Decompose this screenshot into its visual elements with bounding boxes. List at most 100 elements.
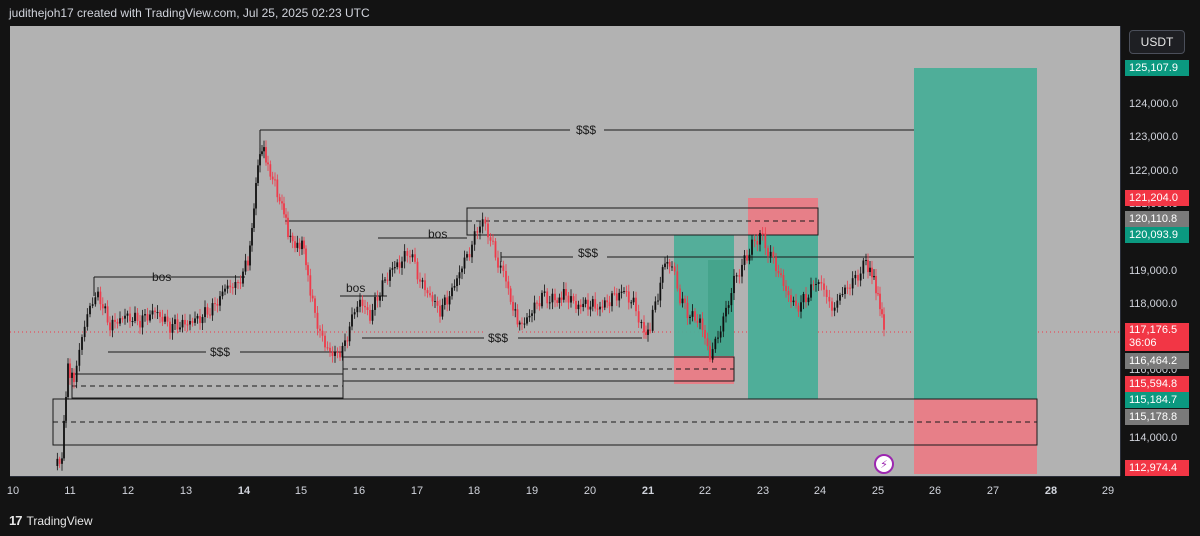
candle-body — [221, 291, 224, 297]
candle-body — [109, 322, 111, 331]
candle-body — [666, 261, 669, 264]
currency-button[interactable]: USDT — [1129, 30, 1185, 54]
candle-body — [401, 261, 403, 268]
candle-body — [623, 291, 625, 293]
candle-body — [119, 318, 121, 324]
candle-body — [635, 297, 637, 312]
candle-body — [204, 307, 206, 318]
tradingview-logo-icon: 17 — [9, 513, 23, 528]
candle-body — [596, 308, 599, 310]
candle-body — [226, 285, 229, 289]
liquidity-label-top: $$$ — [576, 123, 596, 137]
bos-label-mid: bos — [346, 281, 365, 295]
candle-body — [426, 290, 429, 294]
candle-body — [421, 280, 424, 282]
candle-body — [253, 208, 255, 228]
candle-body — [371, 309, 374, 321]
candle-body — [151, 310, 154, 315]
candle-body — [671, 266, 673, 268]
candle-body — [512, 301, 514, 311]
candle-body — [269, 164, 272, 177]
candle-body — [575, 300, 577, 310]
candle-body — [514, 309, 517, 311]
price-tick: 123,000.0 — [1129, 131, 1178, 143]
chart-plot-area[interactable]: bos bos bos $$$ $$$ $$$ $$$ ⚡ — [10, 26, 1120, 476]
time-label: 29 — [1101, 485, 1115, 497]
candle-body — [875, 275, 877, 294]
candle-body — [883, 314, 885, 330]
time-axis[interactable]: 10 11 12 13 14 15 16 17 18 19 20 21 22 2… — [6, 476, 1120, 505]
candle-body — [746, 255, 748, 261]
lightning-icon[interactable]: ⚡ — [874, 454, 894, 474]
candle-body — [309, 275, 312, 296]
candle-body — [601, 306, 604, 308]
candle-body — [689, 316, 691, 318]
candle-body — [727, 305, 730, 308]
price-badge-level: 115,178.8 — [1125, 409, 1189, 425]
candle-body — [820, 282, 823, 284]
candle-body — [283, 203, 285, 215]
candle-body — [582, 303, 585, 308]
candle-body — [346, 340, 349, 342]
candle-body — [684, 298, 686, 303]
candle-body — [114, 319, 116, 322]
candle-body — [679, 288, 681, 304]
candle-body — [271, 176, 274, 180]
candle-body — [844, 287, 846, 295]
candle-body — [468, 254, 471, 258]
candle-body — [613, 293, 616, 295]
time-label: 24 — [813, 485, 827, 497]
candle-body — [823, 283, 825, 290]
candle-body — [104, 306, 107, 309]
price-axis[interactable]: USDT 124,000.0 123,000.0 122,000.0 121,0… — [1120, 26, 1200, 476]
candle-body — [735, 275, 738, 277]
candle-body — [657, 300, 659, 302]
candle-body — [627, 291, 630, 303]
candle-body — [643, 322, 645, 333]
candle-body — [719, 331, 722, 338]
candle-body — [518, 322, 521, 325]
candle-body — [499, 265, 502, 268]
candle-body — [129, 313, 131, 322]
tradingview-brand[interactable]: 17 TradingView — [9, 513, 93, 528]
candle-body — [753, 239, 756, 242]
candle-body — [608, 302, 611, 307]
price-badge-current: 117,176.5 36:06 — [1125, 323, 1189, 351]
candle-body — [361, 299, 364, 306]
candle-body — [237, 281, 239, 283]
candle-body — [694, 311, 696, 321]
candle-body — [543, 291, 546, 293]
candle-body — [166, 316, 169, 322]
candle-body — [640, 322, 643, 324]
candle-body — [492, 240, 494, 242]
candle-body — [431, 295, 434, 302]
candle-body — [664, 263, 666, 268]
candle-body — [699, 318, 701, 323]
candle-body — [570, 296, 572, 303]
time-label: 10 — [6, 485, 20, 497]
candle-body — [476, 231, 479, 233]
candle-body — [61, 458, 63, 464]
candle-body — [733, 275, 735, 294]
candle-body — [296, 242, 299, 248]
candle-body — [481, 219, 484, 227]
candle-body — [321, 330, 324, 336]
candle-body — [606, 300, 609, 303]
candle-body — [795, 300, 797, 306]
candlestick-chart[interactable]: bos bos bos $$$ $$$ $$$ $$$ — [10, 26, 1120, 476]
candle-body — [748, 254, 751, 261]
candle-body — [526, 317, 528, 324]
candle-body — [854, 274, 857, 279]
candle-body — [179, 327, 181, 330]
candle-body — [805, 293, 807, 303]
candle-body — [567, 295, 570, 303]
candle-body — [303, 240, 305, 249]
candle-body — [257, 165, 259, 184]
candle-body — [414, 254, 416, 262]
candle-body — [126, 313, 129, 316]
candle-countdown: 36:06 — [1129, 337, 1157, 349]
candle-body — [594, 299, 597, 309]
candle-body — [836, 300, 839, 308]
candle-body — [701, 318, 704, 330]
candle-body — [316, 312, 319, 329]
